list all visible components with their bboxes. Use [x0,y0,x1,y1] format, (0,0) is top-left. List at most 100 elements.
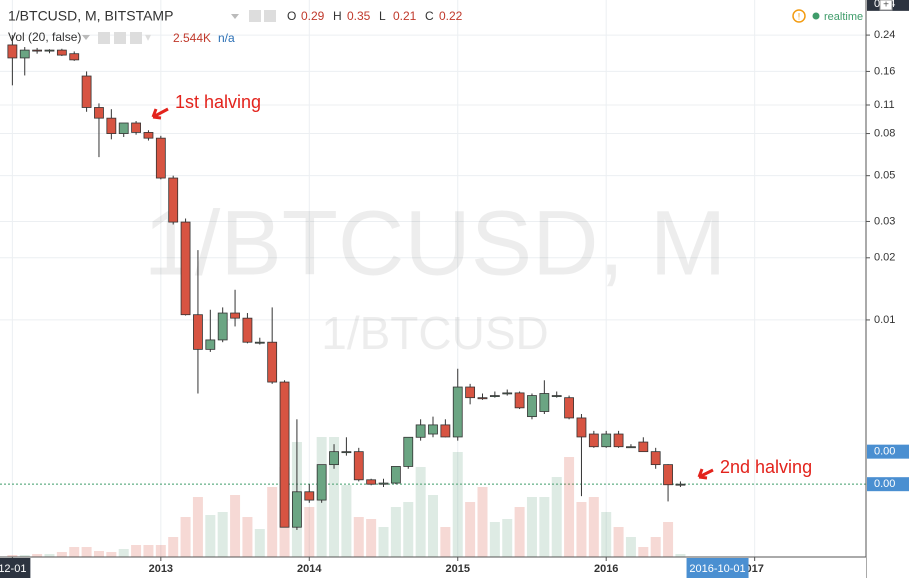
status-dot [812,12,820,20]
candle-body [32,49,43,52]
volume-ma: n/a [218,31,235,45]
volume-bar [477,487,488,557]
ohlc-label: L [379,9,386,23]
volume-bar [502,519,513,557]
volume-bar [32,554,43,557]
ohlc-label: H [333,9,342,23]
volume-bar [168,537,179,557]
x-tick-label: 12-01 [0,563,26,575]
x-tick-label: 2016 [594,563,618,575]
ohlc-label: C [425,9,434,23]
dropdown[interactable] [82,35,90,40]
volume-bar [205,515,216,557]
ohlc-value: 0.21 [393,9,417,23]
candle-body [242,317,253,343]
volume-last: 2.544K [173,31,211,45]
candle-body [279,381,290,528]
volume-bar [663,522,674,557]
time-axis [0,557,866,578]
candle-body [564,397,574,419]
candle-body [44,49,55,52]
candle-body [650,451,661,466]
candle-body [353,451,364,481]
candle-body [341,451,352,454]
volume-bar [366,519,377,557]
volume-bar [514,507,525,557]
candle-body [143,132,154,139]
crosshair-x-label: 2016-10-01 [689,563,745,575]
candle-body [118,122,129,134]
y-tick-label: 0.16 [874,65,895,77]
zoom-button[interactable] [879,0,893,11]
y-tick-label: 0.03 [874,215,895,227]
candle-body [7,44,18,59]
volume-bar [613,527,624,557]
price-axis [866,0,909,578]
ohlc-value: 0.22 [439,9,463,23]
y-tick-label: 0.08 [874,127,895,139]
candle-body [267,341,278,383]
candles [7,35,686,530]
candle-body [217,312,228,341]
icon[interactable] [249,10,261,22]
price-label-box [867,477,909,492]
icon[interactable]: ▾ [145,30,151,44]
volume-bar [428,495,438,557]
candle-body [81,75,92,108]
icon[interactable] [130,32,142,44]
volume-bar [526,497,537,557]
candle-body [551,395,562,397]
volume-bar [353,517,364,557]
candle-body [304,491,315,501]
candle-body [502,392,513,395]
candle-body [527,395,537,418]
icon[interactable] [98,32,110,44]
y-tick-label: 0.01 [874,314,895,326]
volume-bar [242,517,253,557]
candle-body [69,53,80,61]
icon[interactable] [264,10,276,22]
volume-bar [551,477,562,557]
candle-body [168,177,179,223]
volume-bar [638,547,649,557]
ohlc-label: O [287,9,296,23]
candle-body [230,312,240,319]
candle-body [626,446,636,449]
candle-body [440,424,451,438]
candle-body [452,386,463,438]
candle-body [403,436,414,467]
volume-bar [341,485,352,557]
volume-bar [81,547,92,557]
dropdown[interactable] [231,14,239,19]
volume-bar [415,467,426,557]
candle-body [316,464,327,501]
annotation-arrow [151,107,169,120]
price-label: 0.00 [874,446,895,458]
volume-bar [106,552,117,557]
volume-bar [254,529,265,557]
candle-body [329,451,339,466]
candle-body [663,464,673,486]
x-tick-label: 2015 [446,563,470,575]
candle-body [131,122,141,133]
y-tick-label: 0.11 [874,99,895,111]
y-tick-label: 0.24 [874,29,895,41]
candle-body [155,137,166,179]
candle-body [106,117,117,134]
x-tick-label: 017 [745,563,763,575]
icon[interactable] [114,32,126,44]
grid [0,0,866,557]
crosshair-x-box [686,558,749,578]
candle-body [366,479,377,485]
volume-bar [539,497,550,557]
volume-bar [564,457,575,557]
warning-icon[interactable] [792,9,806,23]
volume-bar [180,517,191,557]
candle-body [254,341,265,344]
candle-body [292,491,302,528]
candle-body [390,466,401,484]
y-tick-label: 0.05 [874,170,895,182]
zoom-button-label: + [883,0,889,11]
